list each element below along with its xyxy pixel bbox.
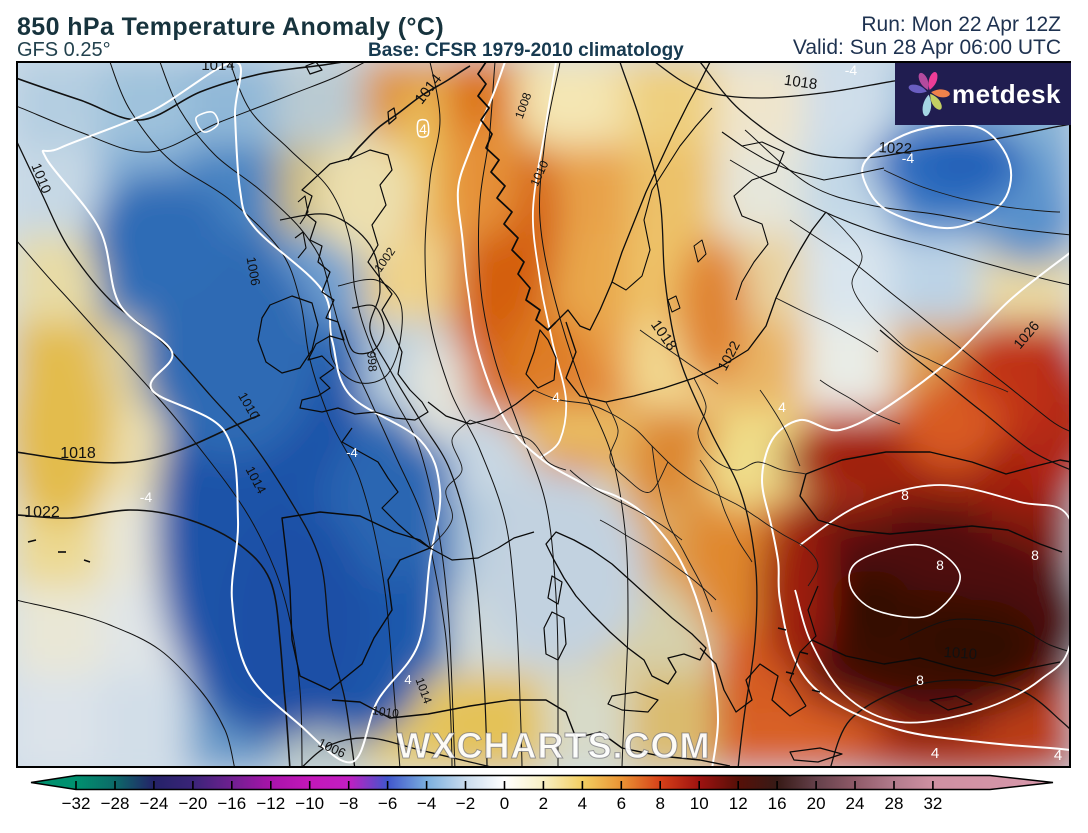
svg-text:1022: 1022: [878, 139, 912, 158]
svg-text:−12: −12: [256, 794, 285, 813]
svg-text:6: 6: [617, 794, 626, 813]
svg-text:1006: 1006: [244, 256, 264, 287]
svg-text:−4: −4: [417, 794, 436, 813]
svg-text:28: 28: [885, 794, 904, 813]
svg-text:8: 8: [936, 557, 944, 573]
svg-text:−2: −2: [456, 794, 475, 813]
svg-text:1018: 1018: [783, 72, 818, 93]
svg-text:8: 8: [1031, 547, 1039, 563]
svg-text:−24: −24: [139, 794, 168, 813]
svg-text:10: 10: [690, 794, 709, 813]
svg-text:1010: 1010: [371, 703, 400, 721]
svg-text:4: 4: [552, 389, 560, 405]
svg-text:−10: −10: [295, 794, 324, 813]
svg-text:0: 0: [500, 794, 509, 813]
svg-text:4: 4: [578, 794, 587, 813]
svg-text:1014: 1014: [201, 63, 234, 74]
svg-text:-4: -4: [845, 63, 858, 78]
svg-text:998: 998: [364, 351, 380, 372]
svg-text:1018: 1018: [60, 445, 96, 462]
svg-text:8: 8: [901, 487, 909, 503]
svg-text:8: 8: [916, 672, 924, 688]
svg-text:4: 4: [404, 672, 411, 687]
svg-text:4: 4: [1054, 747, 1062, 764]
svg-text:−28: −28: [101, 794, 130, 813]
svg-text:32: 32: [923, 794, 942, 813]
svg-text:-4: -4: [902, 150, 915, 166]
svg-text:−16: −16: [217, 794, 246, 813]
svg-text:−20: −20: [178, 794, 207, 813]
svg-text:20: 20: [807, 794, 826, 813]
svg-text:-4: -4: [140, 489, 153, 505]
svg-text:1010: 1010: [943, 644, 977, 663]
svg-text:12: 12: [729, 794, 748, 813]
svg-text:24: 24: [846, 794, 865, 813]
svg-text:4: 4: [931, 745, 939, 762]
svg-text:2: 2: [539, 794, 548, 813]
svg-text:−6: −6: [378, 794, 397, 813]
svg-text:8: 8: [655, 794, 664, 813]
svg-text:metdesk: metdesk: [952, 79, 1061, 109]
svg-text:−8: −8: [339, 794, 358, 813]
svg-text:−32: −32: [62, 794, 91, 813]
svg-text:1022: 1022: [24, 504, 60, 521]
svg-text:16: 16: [768, 794, 787, 813]
svg-text:4: 4: [778, 399, 786, 415]
svg-text:4: 4: [419, 121, 427, 137]
svg-text:-4: -4: [346, 445, 358, 460]
